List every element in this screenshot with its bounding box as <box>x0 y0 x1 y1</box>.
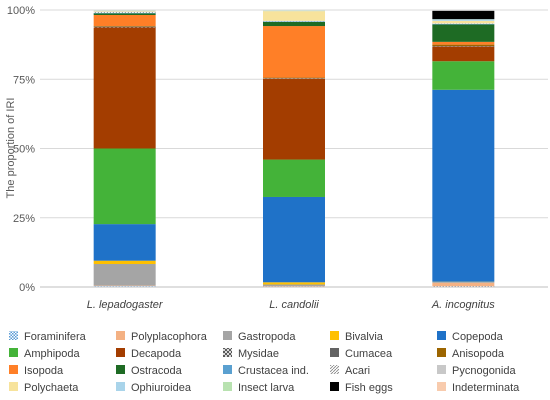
bar-segment-isopoda <box>93 14 156 27</box>
bar-segment-anisopoda <box>93 26 156 27</box>
x-category-label: L. lepadogaster <box>87 299 164 311</box>
x-category-label: A. incognitus <box>431 299 495 311</box>
legend-label: Bivalvia <box>345 331 384 343</box>
bar-segment-foraminifera <box>432 286 495 287</box>
bar-segment-gastropoda <box>263 284 325 287</box>
bar-segment-polychaeta <box>93 11 156 12</box>
legend-swatch <box>437 348 446 357</box>
bar-segment-anisopoda <box>263 77 325 79</box>
x-axis: L. lepadogaster L. candolii A. incognitus <box>87 299 496 311</box>
legend-swatch <box>223 382 232 391</box>
legend-swatch <box>437 365 446 374</box>
y-tick-label: 75% <box>13 74 35 86</box>
legend-swatch <box>116 365 125 374</box>
bar-segment-polyplacophora <box>93 285 156 287</box>
bar-segment-gastropoda <box>93 264 156 286</box>
bar-segment-bivalvia <box>93 260 156 265</box>
bar-segment-foraminifera <box>93 286 156 287</box>
bar-segment-ostracoda <box>432 24 495 42</box>
legend-label: Crustacea ind. <box>238 365 309 377</box>
bar-segment-polyplacophora <box>432 282 495 287</box>
bar-segment-amphipoda <box>432 61 495 90</box>
legend-swatch <box>330 382 339 391</box>
legend-label: Amphipoda <box>24 348 81 360</box>
legend-swatch <box>330 365 339 374</box>
bar-segment-decapoda <box>432 46 495 62</box>
legend-label: Gastropoda <box>238 331 296 343</box>
legend-swatch <box>116 382 125 391</box>
legend-swatch <box>437 382 446 391</box>
bar-segment-fish-eggs <box>432 10 495 20</box>
legend-label: Indeterminata <box>452 382 520 394</box>
legend-label: Polychaeta <box>24 382 79 394</box>
y-tick-label: 0% <box>19 282 35 294</box>
bar-segment-copepoda <box>93 224 156 261</box>
legend-label: Fish eggs <box>345 382 393 394</box>
legend-label: Insect larva <box>238 382 295 394</box>
bar-segment-ostracoda <box>263 21 325 27</box>
x-category-label: L. candolii <box>269 299 319 311</box>
bar-segment-isopoda <box>432 41 495 45</box>
legend-label: Ostracoda <box>131 365 183 377</box>
legend-label: Isopoda <box>24 365 64 377</box>
legend-swatch <box>330 348 339 357</box>
legend: Foraminifera Polyplacophora Gastropoda Biva… <box>9 331 520 394</box>
legend-label: Pycnogonida <box>452 365 516 377</box>
bar-segment-isopoda <box>263 26 325 78</box>
bar-segment-gastropoda <box>432 282 495 283</box>
bar-segment-acari <box>93 11 156 13</box>
legend-swatch <box>9 365 18 374</box>
legend-label: Mysidae <box>238 348 279 360</box>
legend-label: Anisopoda <box>452 348 505 360</box>
legend-label: Foraminifera <box>24 331 87 343</box>
legend-label: Copepoda <box>452 331 504 343</box>
legend-label: Acari <box>345 365 370 377</box>
y-axis-label: The proportion of IRI <box>5 98 17 199</box>
bar-segment-decapoda <box>93 27 156 149</box>
legend-swatch <box>116 348 125 357</box>
legend-swatch <box>223 348 232 357</box>
bar-segment-bivalvia <box>263 282 325 285</box>
legend-swatch <box>437 331 446 340</box>
legend-swatch <box>223 331 232 340</box>
legend-label: Decapoda <box>131 348 182 360</box>
bar-segment-amphipoda <box>263 159 325 197</box>
legend-swatch <box>9 331 18 340</box>
bar-segment-crustacea-ind- <box>263 21 325 22</box>
legend-label: Ophiuroidea <box>131 382 192 394</box>
bar-segment-anisopoda <box>432 44 495 47</box>
y-tick-label: 100% <box>7 5 35 17</box>
legend-label: Polyplacophora <box>131 331 208 343</box>
legend-swatch <box>9 382 18 391</box>
bar-segment-mysidae <box>93 26 156 28</box>
bar-segment-amphipoda <box>93 148 156 225</box>
bar-segment-decapoda <box>263 78 325 160</box>
legend-swatch <box>223 365 232 374</box>
bar-segment-polychaeta <box>263 11 325 21</box>
bar-segment-copepoda <box>263 196 325 283</box>
legend-swatch <box>9 348 18 357</box>
bar-segment-copepoda <box>432 89 495 282</box>
bars <box>93 10 495 287</box>
bar-segment-polyplacophora <box>263 286 325 287</box>
bar-segment-crustacea-ind- <box>93 12 156 14</box>
y-axis: 0% 25% 50% 75% 100% <box>7 5 35 294</box>
bar-segment-ostracoda <box>93 13 156 15</box>
legend-swatch <box>330 331 339 340</box>
bar-segment-crustacea-ind- <box>432 23 495 25</box>
legend-swatch <box>116 331 125 340</box>
bar-segment-polychaeta <box>432 20 495 24</box>
y-tick-label: 25% <box>13 213 35 225</box>
y-tick-label: 50% <box>13 144 35 156</box>
bar-segment-ophiuroidea <box>432 19 495 21</box>
legend-label: Cumacea <box>345 348 393 360</box>
